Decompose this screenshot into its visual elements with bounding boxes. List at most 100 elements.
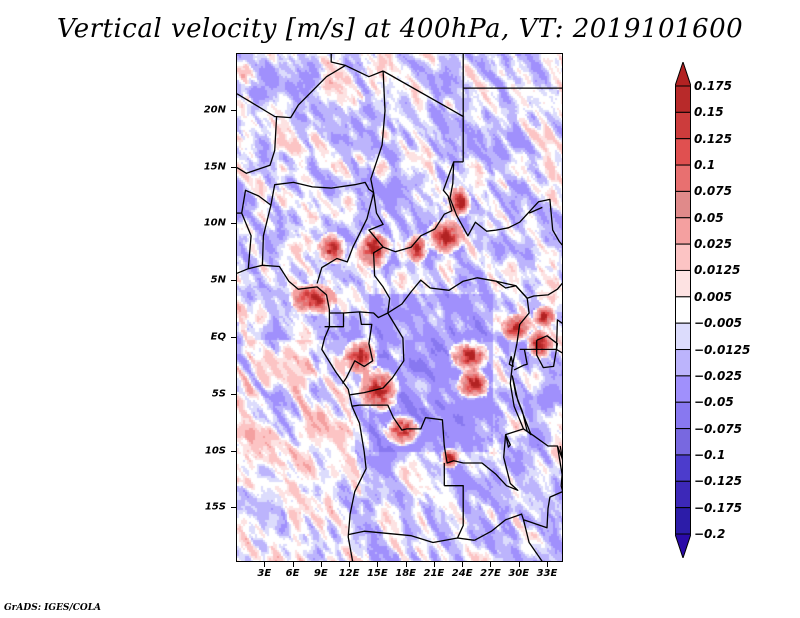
colorbar-label: −0.0125 [694, 342, 751, 357]
colorbar-swatch [675, 217, 691, 245]
border-line [444, 485, 464, 539]
lon-tick-label: 12E [338, 568, 360, 579]
lon-tick-mark [518, 562, 520, 567]
country-borders [237, 54, 562, 561]
border-line [324, 313, 345, 328]
colorbar-swatch [675, 507, 691, 535]
colorbar [675, 62, 691, 558]
lat-tick-mark [231, 223, 236, 225]
border-line [382, 70, 464, 162]
border-line [368, 70, 464, 253]
lat-tick-label: 20N [203, 104, 226, 116]
lon-tick-mark [490, 562, 492, 567]
colorbar-swatch [675, 190, 691, 219]
lon-tick-mark [433, 562, 435, 567]
colorbar-swatch [675, 375, 691, 403]
border-line [329, 246, 391, 319]
lat-tick-label: EQ [210, 331, 226, 343]
border-line [261, 204, 272, 266]
colorbar-swatch [675, 111, 691, 140]
colorbar-label: 0.075 [694, 184, 732, 199]
lon-tick-label: 21E [423, 568, 445, 579]
colorbar-label: −0.025 [694, 368, 743, 383]
lon-tick-label: 6E [285, 568, 300, 579]
border-line [237, 64, 384, 119]
lon-tick-mark [349, 562, 351, 567]
border-line [556, 445, 562, 484]
border-line [341, 311, 374, 384]
lat-tick-label: 10N [203, 217, 226, 229]
lat-tick-mark [231, 166, 236, 168]
lon-tick-label: 24E [451, 568, 473, 579]
map-plot-area [236, 53, 563, 562]
chart-title: Vertical velocity [m/s] at 400hPa, VT: 2… [56, 14, 744, 44]
lon-tick-label: 33E [536, 568, 558, 579]
border-line [559, 445, 562, 492]
border-line [316, 192, 375, 284]
colorbar-swatch [675, 428, 691, 456]
colorbar-swatch [675, 138, 691, 166]
lat-tick-label: 15S [204, 501, 226, 513]
lon-tick-label: 27E [480, 568, 501, 579]
border-line [555, 319, 562, 350]
lon-tick-mark [292, 562, 294, 567]
lat-tick-label: 5N [210, 274, 226, 286]
lon-tick-label: 3E [257, 568, 272, 579]
lon-tick-mark [377, 562, 379, 567]
colorbar-swatch [675, 269, 691, 298]
border-line [508, 356, 514, 368]
lon-tick-label: 15E [366, 568, 388, 579]
colorbar-swatch [675, 349, 691, 377]
border-line [536, 335, 559, 369]
lat-tick-label: 10S [204, 445, 226, 457]
colorbar-label: 0.0125 [694, 263, 741, 278]
border-line [495, 280, 562, 299]
colorbar-extend-min [675, 533, 691, 558]
lat-tick-mark [231, 393, 236, 395]
border-line [241, 212, 252, 269]
border-line [449, 161, 562, 246]
colorbar-label: −0.075 [694, 421, 743, 436]
border-line [241, 181, 374, 214]
colorbar-label: −0.005 [694, 316, 743, 331]
vertical-velocity-field [237, 54, 562, 561]
border-line [511, 375, 532, 436]
colorbar-label: −0.05 [694, 395, 734, 410]
colorbar-swatch [675, 164, 691, 192]
border-line [349, 312, 405, 396]
lat-tick-mark [231, 280, 236, 282]
lon-tick-label: 18E [395, 568, 416, 579]
border-line [504, 434, 511, 448]
colorbar-swatch [675, 296, 691, 324]
border-line [528, 206, 543, 214]
border-line [351, 277, 530, 491]
grads-credit: GrADS: IGES/COLA [4, 603, 102, 613]
lat-tick-mark [231, 507, 236, 509]
lon-tick-mark [264, 562, 266, 567]
colorbar-swatch [675, 454, 691, 482]
colorbar-label: 0.125 [694, 131, 732, 146]
lat-tick-label: 15N [203, 161, 226, 173]
colorbar-swatch [675, 322, 691, 351]
border-line [237, 116, 278, 174]
colorbar-label: 0.1 [694, 158, 716, 173]
colorbar-swatch [675, 85, 691, 113]
colorbar-label: 0.175 [694, 79, 732, 93]
border-line [237, 264, 367, 561]
lat-tick-mark [231, 450, 236, 452]
colorbar-swatch [675, 401, 691, 430]
border-line [522, 519, 543, 561]
colorbar-label: 0.05 [694, 210, 724, 225]
colorbar-label: −0.125 [694, 474, 743, 489]
lon-tick-mark [546, 562, 548, 567]
colorbar-label: 0.025 [694, 237, 732, 252]
colorbar-label: −0.2 [694, 527, 726, 541]
lon-tick-label: 30E [508, 568, 530, 579]
lat-tick-mark [231, 109, 236, 111]
border-line [330, 54, 346, 67]
colorbar-label: −0.175 [694, 500, 743, 515]
border-line [474, 491, 562, 541]
lon-tick-mark [320, 562, 322, 567]
colorbar-extend-max [675, 62, 691, 87]
lon-tick-mark [462, 562, 464, 567]
